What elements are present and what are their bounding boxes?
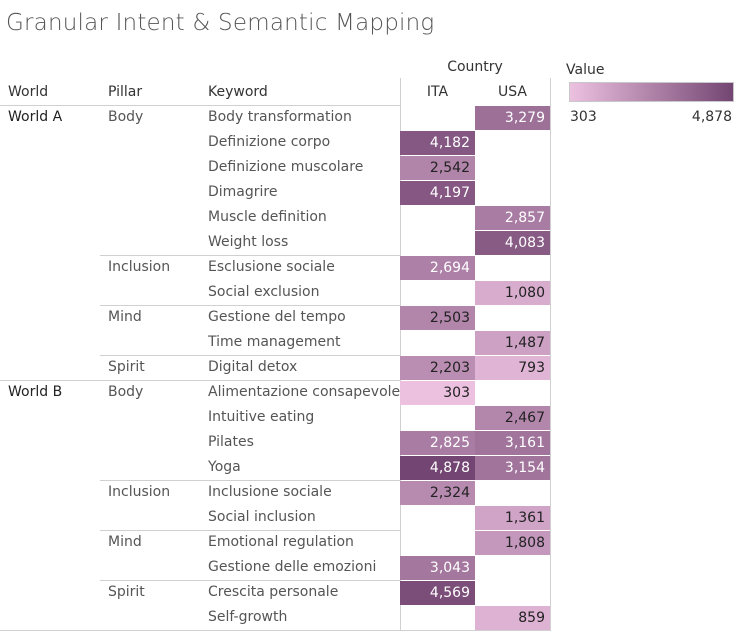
legend-min-label: 303 xyxy=(570,109,597,125)
keyword-label: Social inclusion xyxy=(208,509,316,525)
keyword-label: Definizione corpo xyxy=(208,134,331,150)
keyword-label: Pilates xyxy=(208,434,254,450)
keyword-label: Emotional regulation xyxy=(208,534,354,550)
pillar-divider xyxy=(100,355,400,356)
heatmap-cell: 1,361 xyxy=(475,505,550,530)
heatmap-cell: 4,083 xyxy=(475,230,550,255)
heatmap-cell: 2,694 xyxy=(400,255,475,280)
pillar-label: Inclusion xyxy=(108,259,171,275)
country-header: Country xyxy=(447,59,503,75)
header-divider xyxy=(0,105,400,106)
pillar-divider xyxy=(100,530,400,531)
pillar-header: Pillar xyxy=(108,84,143,100)
keyword-label: Self-growth xyxy=(208,609,288,625)
pillar-label: Inclusion xyxy=(108,484,171,500)
keyword-label: Muscle definition xyxy=(208,209,327,225)
heatmap-cell: 2,503 xyxy=(400,305,475,330)
keyword-label: Gestione delle emozioni xyxy=(208,559,377,575)
heatmap-cell: 3,154 xyxy=(475,455,550,480)
pillar-label: Body xyxy=(108,109,144,125)
heatmap-cell: 303 xyxy=(400,380,475,405)
heatmap-cell: 4,878 xyxy=(400,455,475,480)
world-label: World B xyxy=(8,384,63,400)
chart-title: Granular Intent & Semantic Mapping xyxy=(6,10,435,36)
heatmap-cell: 1,808 xyxy=(475,530,550,555)
pillar-label: Spirit xyxy=(108,584,145,600)
keyword-label: Digital detox xyxy=(208,359,298,375)
pillar-label: Mind xyxy=(108,534,142,550)
pillar-label: Mind xyxy=(108,309,142,325)
heatmap-cell: 2,324 xyxy=(400,480,475,505)
heatmap-cell: 3,279 xyxy=(475,105,550,130)
keyword-label: Social exclusion xyxy=(208,284,320,300)
keyword-header: Keyword xyxy=(208,84,268,100)
heatmap-cell: 859 xyxy=(475,605,550,630)
keyword-label: Crescita personale xyxy=(208,584,339,600)
legend-max-label: 4,878 xyxy=(691,109,732,125)
world-header: World xyxy=(8,84,49,100)
heatmap-cell: 4,197 xyxy=(400,180,475,205)
keyword-label: Time management xyxy=(208,334,341,350)
column-header-usa: USA xyxy=(498,84,527,100)
keyword-label: Yoga xyxy=(208,459,241,475)
keyword-label: Intuitive eating xyxy=(208,409,315,425)
keyword-label: Gestione del tempo xyxy=(208,309,346,325)
heatmap-cell: 4,182 xyxy=(400,130,475,155)
keyword-label: Definizione muscolare xyxy=(208,159,364,175)
pillar-label: Body xyxy=(108,384,144,400)
heatmap-cell: 2,203 xyxy=(400,355,475,380)
heatmap-cell: 2,857 xyxy=(475,205,550,230)
pillar-divider xyxy=(100,580,400,581)
heatmap-cell: 3,161 xyxy=(475,430,550,455)
legend-title: Value xyxy=(566,62,605,78)
heatmap-cell: 793 xyxy=(475,355,550,380)
keyword-label: Esclusione sociale xyxy=(208,259,335,275)
heatmap-cell: 1,080 xyxy=(475,280,550,305)
pillar-divider xyxy=(100,255,400,256)
pillar-divider xyxy=(100,305,400,306)
keyword-label: Weight loss xyxy=(208,234,289,250)
keyword-label: Inclusione sociale xyxy=(208,484,332,500)
heatmap-cell: 3,043 xyxy=(400,555,475,580)
world-divider xyxy=(0,380,400,381)
column-divider xyxy=(550,78,551,630)
column-divider xyxy=(400,78,401,630)
pillar-divider xyxy=(100,480,400,481)
heatmap-cell: 2,542 xyxy=(400,155,475,180)
heatmap-cell: 2,467 xyxy=(475,405,550,430)
keyword-label: Alimentazione consapevole xyxy=(208,384,400,400)
keyword-label: Dimagrire xyxy=(208,184,278,200)
heatmap-cell: 4,569 xyxy=(400,580,475,605)
column-header-ita: ITA xyxy=(426,84,449,100)
legend-color-ramp xyxy=(569,82,734,102)
pillar-label: Spirit xyxy=(108,359,145,375)
heatmap-cell: 2,825 xyxy=(400,430,475,455)
keyword-label: Body transformation xyxy=(208,109,352,125)
heatmap-cell: 1,487 xyxy=(475,330,550,355)
world-label: World A xyxy=(8,109,63,125)
